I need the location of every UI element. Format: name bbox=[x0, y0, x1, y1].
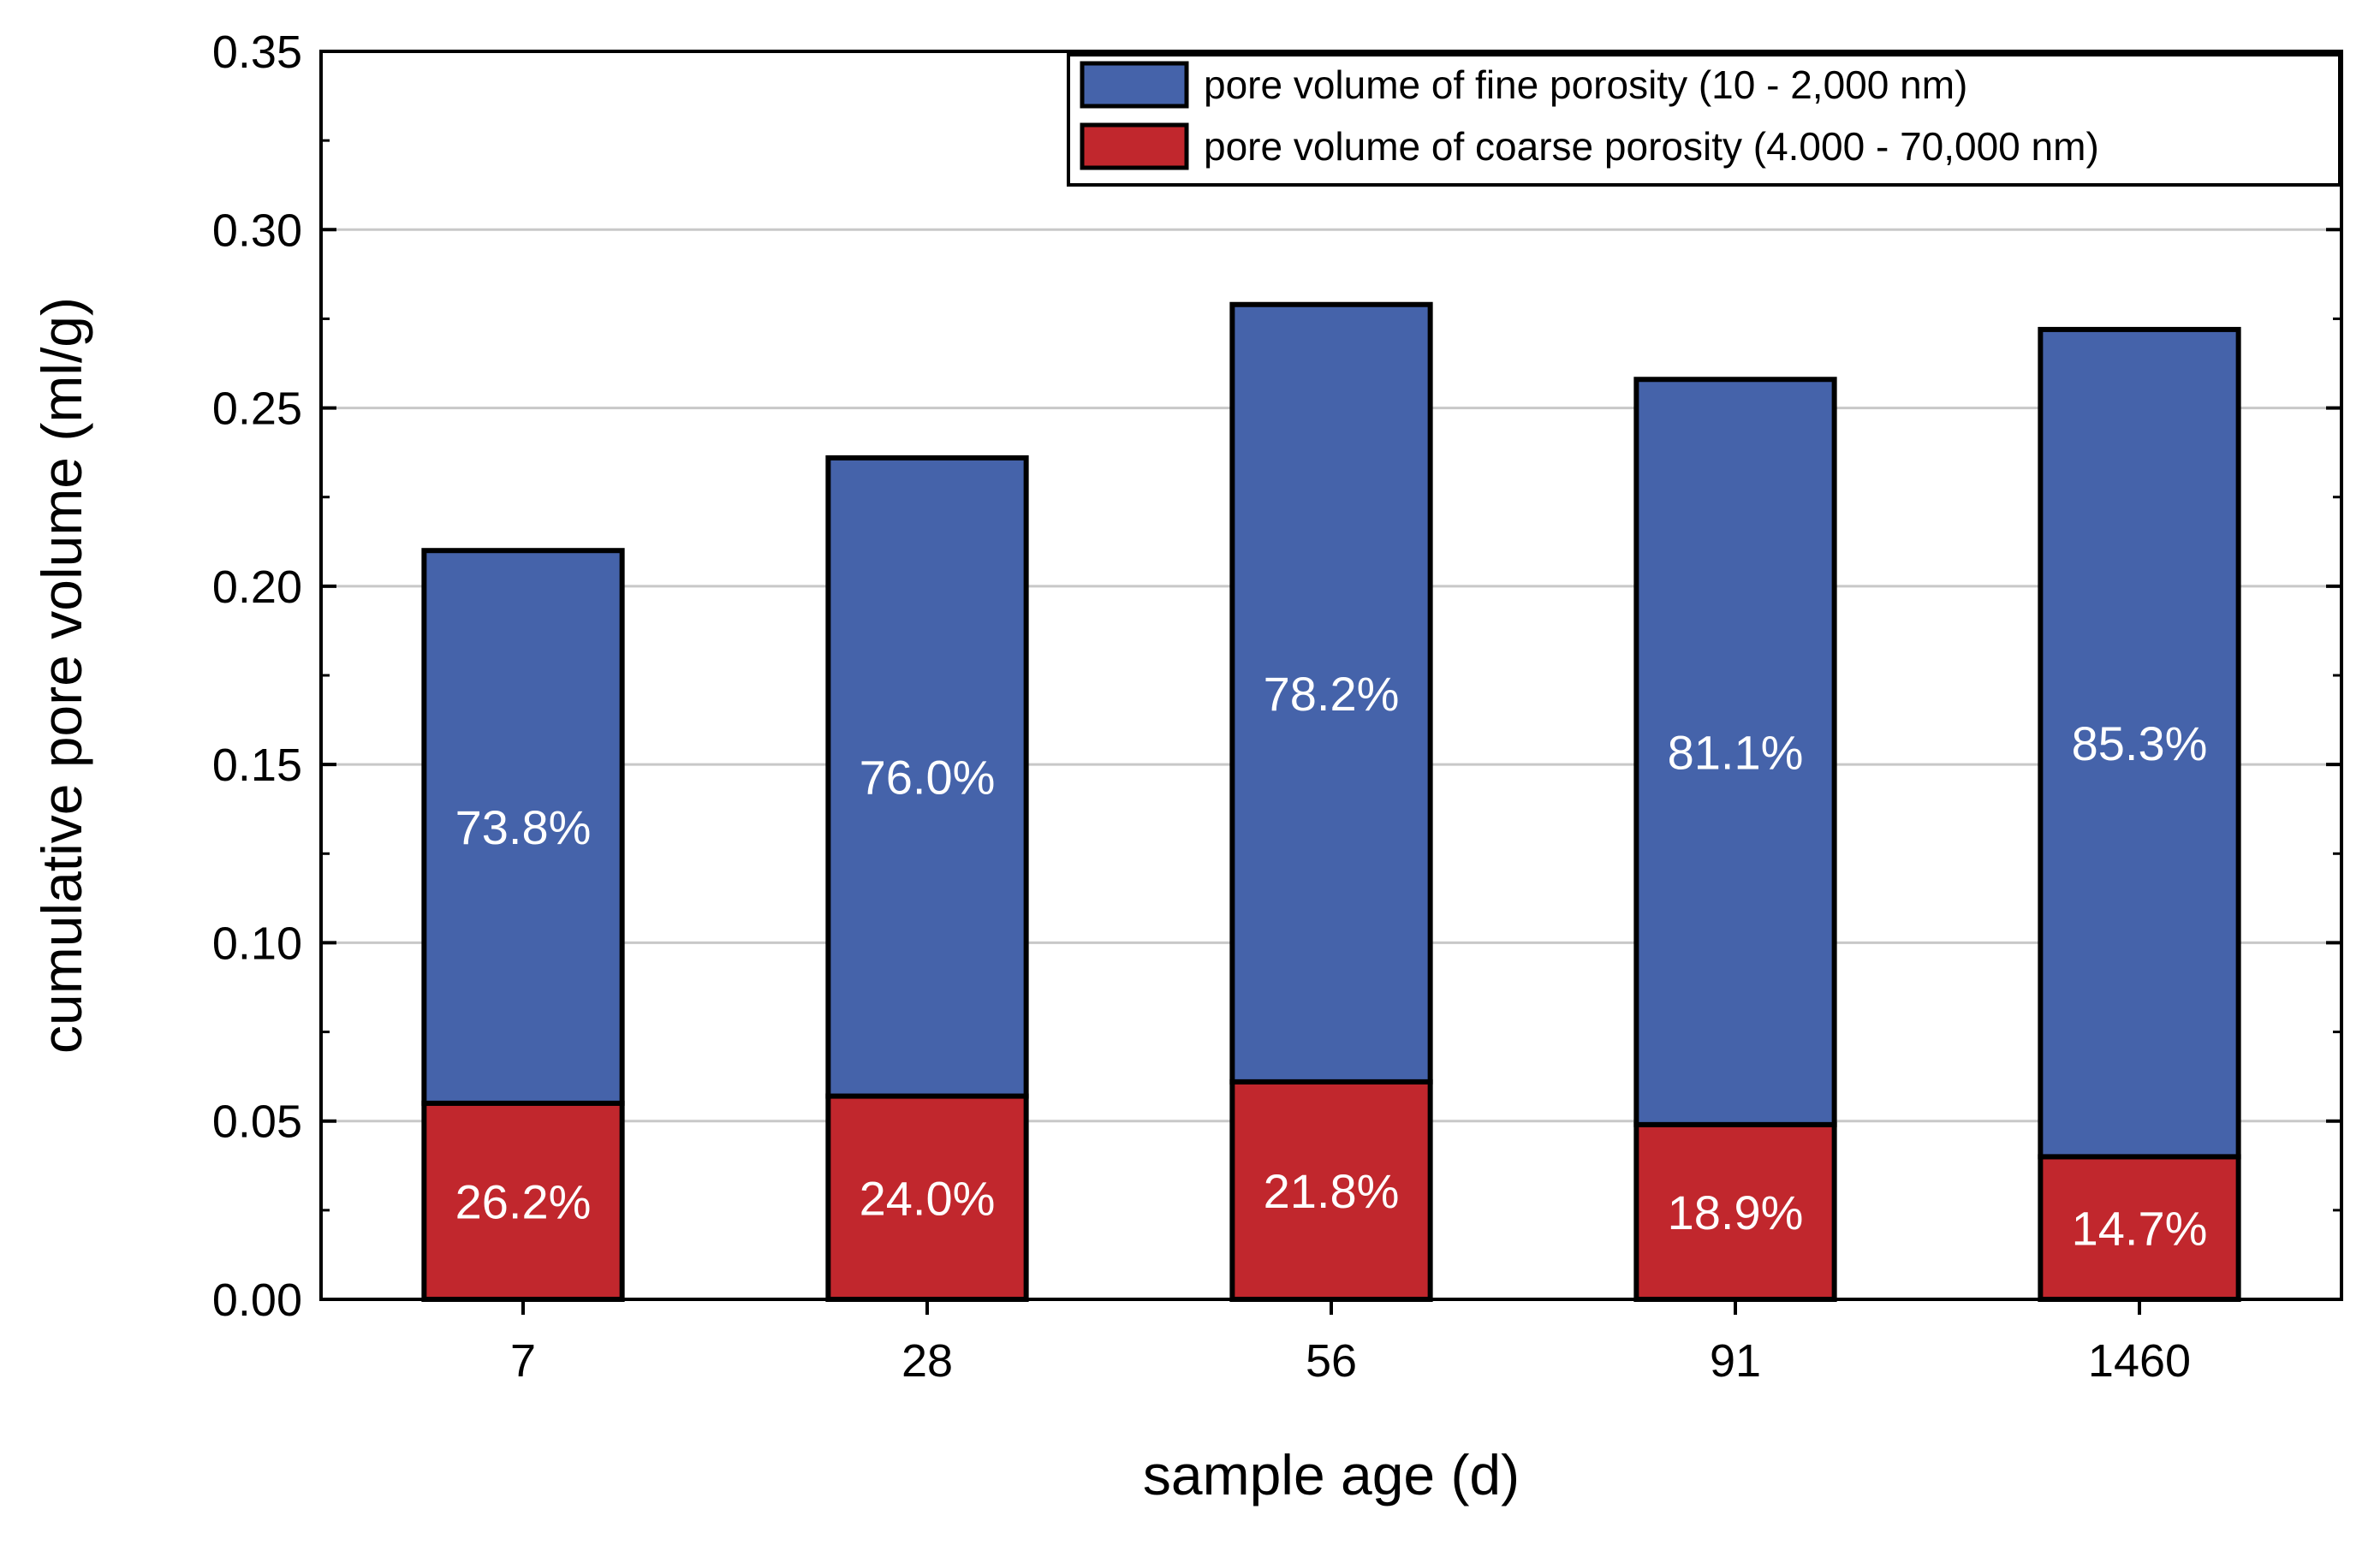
x-axis: 7 28 56 91 1460 bbox=[510, 1299, 2191, 1387]
legend-swatch bbox=[1080, 122, 1189, 170]
x-tick-label: 7 bbox=[510, 1335, 536, 1387]
bar-coarse-porosity bbox=[1229, 1079, 1433, 1303]
legend: pore volume of fine porosity (10 - 2,000… bbox=[1067, 53, 2341, 187]
y-axis: 0.00 0.05 0.10 0.15 0.20 0.25 0.30 0.35 bbox=[212, 27, 2341, 1326]
x-tick-label: 91 bbox=[1710, 1335, 1761, 1387]
legend-label: pore volume of coarse porosity (4.000 - … bbox=[1204, 124, 2099, 169]
bar-value-label: 18.9% bbox=[1668, 1185, 1804, 1239]
y-tick-label: 0.15 bbox=[212, 740, 302, 791]
y-tick-label: 0.10 bbox=[212, 918, 302, 969]
bar-coarse-porosity bbox=[1633, 1121, 1837, 1302]
y-tick-label: 0.35 bbox=[212, 27, 302, 78]
bar-value-label: 14.7% bbox=[2072, 1202, 2208, 1256]
bars bbox=[421, 301, 2241, 1303]
bar-fine-porosity bbox=[2038, 326, 2241, 1160]
bar-labels: 26.2% 73.8% 24.0% 76.0% 21.8% 78.2% 18.9% 81.1%… bbox=[455, 667, 2208, 1256]
y-tick-label: 0.20 bbox=[212, 562, 302, 613]
x-tick-label: 1460 bbox=[2088, 1335, 2191, 1387]
bar-value-label: 26.2% bbox=[455, 1174, 592, 1228]
y-axis-title: cumulative pore volume (ml/g) bbox=[30, 297, 93, 1054]
bar-value-label: 81.1% bbox=[1668, 726, 1804, 780]
bar-coarse-porosity bbox=[825, 1093, 1029, 1303]
x-tick-label: 28 bbox=[901, 1335, 953, 1387]
bar-value-label: 78.2% bbox=[1264, 667, 1400, 721]
bar-value-label: 85.3% bbox=[2072, 716, 2208, 770]
bar-value-label: 73.8% bbox=[455, 800, 592, 854]
bar-fine-porosity bbox=[421, 548, 625, 1106]
y-tick-label: 0.05 bbox=[212, 1096, 302, 1148]
legend-box bbox=[1067, 53, 2341, 187]
y-tick-label: 0.25 bbox=[212, 383, 302, 435]
x-tick-label: 56 bbox=[1306, 1335, 1357, 1387]
legend-swatch bbox=[1080, 61, 1189, 109]
bar-value-label: 76.0% bbox=[860, 751, 996, 805]
y-tick-label: 0.30 bbox=[212, 205, 302, 256]
bar-fine-porosity bbox=[825, 455, 1029, 1099]
bar-value-label: 24.0% bbox=[860, 1171, 996, 1225]
y-tick-label: 0.00 bbox=[212, 1275, 302, 1326]
bar-fine-porosity bbox=[1229, 301, 1433, 1084]
bar-value-label: 21.8% bbox=[1264, 1164, 1400, 1218]
bar-fine-porosity bbox=[1633, 377, 1837, 1127]
legend-label: pore volume of fine porosity (10 - 2,000… bbox=[1204, 62, 1967, 107]
x-axis-title: sample age (d) bbox=[1143, 1443, 1520, 1506]
